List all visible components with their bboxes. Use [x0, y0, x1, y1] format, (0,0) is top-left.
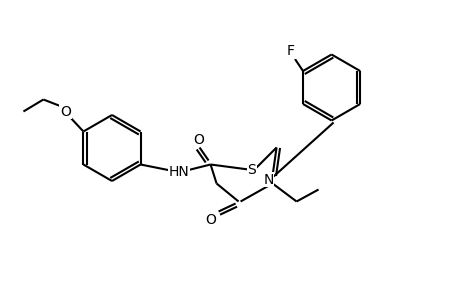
Text: O: O: [60, 104, 71, 118]
Text: N: N: [263, 172, 273, 187]
Text: O: O: [205, 212, 216, 226]
Text: S: S: [246, 163, 255, 176]
Text: HN: HN: [168, 166, 189, 179]
Text: O: O: [193, 133, 204, 146]
Text: F: F: [286, 44, 294, 58]
